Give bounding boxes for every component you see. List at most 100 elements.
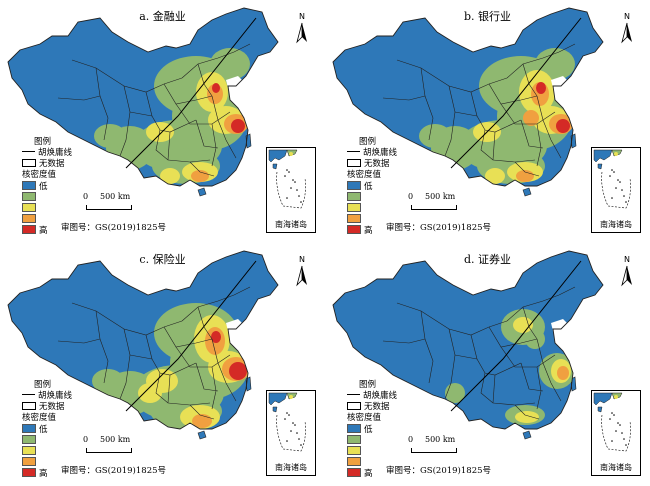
hu-line-symbol <box>347 151 360 152</box>
province-border <box>382 95 426 101</box>
hu-line <box>450 17 582 169</box>
class-swatch-5 <box>347 468 361 477</box>
hu-line <box>125 17 257 169</box>
china-map <box>332 250 604 440</box>
province-border <box>536 95 562 159</box>
scale-zero: 0 <box>408 192 414 201</box>
density-green <box>525 329 545 349</box>
scale-zero: 0 <box>408 435 414 444</box>
south-china-sea-inset: 南海诸岛 <box>266 390 316 476</box>
north-arrow-icon: N <box>617 12 637 46</box>
density-green <box>92 369 124 393</box>
province-border <box>71 59 183 93</box>
province-border <box>189 404 215 420</box>
province-border <box>167 374 171 404</box>
south-china-sea-inset: 南海诸岛 <box>591 390 641 476</box>
density-green <box>535 48 575 80</box>
province-border <box>189 161 215 177</box>
north-label: N <box>299 12 305 21</box>
class-swatch-3 <box>347 203 361 212</box>
legend-no-data: 无数据 <box>39 402 65 412</box>
province-border <box>420 310 434 384</box>
province-border <box>382 338 426 344</box>
south-china-sea-inset: 南海诸岛 <box>591 147 641 233</box>
density-yellow <box>485 168 505 184</box>
density-yellow <box>160 168 180 184</box>
density-red <box>231 119 245 133</box>
north-label: N <box>299 255 305 264</box>
hu-line-symbol <box>347 394 360 395</box>
map-panel-b: b. 银行业 N 图例 胡焕庸线 无数据 核密度值 低 高 0 500 km 审… <box>325 0 650 243</box>
scale-distance: 500 km <box>425 192 456 201</box>
china-map <box>332 7 604 197</box>
map-panel-d: d. 证券业 N 图例 胡焕庸线 无数据 核密度值 低 高 0 500 km 审… <box>325 243 650 486</box>
province-border <box>520 119 544 149</box>
approval-number: 审图号：GS(2019)1825号 <box>61 466 167 476</box>
density-green <box>419 124 451 148</box>
province-border <box>181 286 251 322</box>
province-border <box>163 83 213 105</box>
panel-title: a. 金融业 <box>139 10 186 23</box>
province-border <box>211 95 237 159</box>
legend-density-title: 核密度值 <box>347 413 382 423</box>
class-swatch-2 <box>22 192 36 201</box>
province-border <box>95 67 109 141</box>
province-border <box>57 338 101 344</box>
class-swatch-3 <box>22 446 36 455</box>
north-label: N <box>624 12 630 21</box>
inset-caption: 南海诸岛 <box>275 463 307 472</box>
class-swatch-2 <box>22 435 36 444</box>
hu-line <box>450 260 582 412</box>
scale-zero: 0 <box>83 192 89 201</box>
class-swatch-3 <box>22 203 36 212</box>
density-red <box>229 362 247 380</box>
panel-title: c. 保险业 <box>139 253 186 266</box>
class-swatch-1 <box>347 181 361 190</box>
island <box>522 187 532 197</box>
scale-distance: 500 km <box>100 192 131 201</box>
south-china-sea-inset: 南海诸岛 <box>266 147 316 233</box>
density-green <box>210 48 250 80</box>
province-border <box>129 354 153 360</box>
province-border <box>500 346 556 368</box>
density-green <box>445 383 465 403</box>
legend-no-data: 无数据 <box>364 159 390 169</box>
north-arrow-icon: N <box>292 12 312 46</box>
approval-number: 审图号：GS(2019)1825号 <box>386 466 492 476</box>
province-border <box>129 111 153 117</box>
china-outline <box>333 251 603 429</box>
inset-caption: 南海诸岛 <box>275 220 307 229</box>
hu-line-symbol <box>22 151 35 152</box>
province-border <box>175 346 231 368</box>
class-swatch-4 <box>347 457 361 466</box>
legend-high: 高 <box>39 226 48 236</box>
class-swatch-5 <box>22 468 36 477</box>
density-red <box>536 82 546 94</box>
province-border <box>175 103 231 125</box>
class-swatch-5 <box>347 225 361 234</box>
legend: 图例 胡焕庸线 无数据 核密度值 低 高 <box>347 137 397 236</box>
province-border <box>119 85 131 157</box>
density-red <box>556 119 570 133</box>
province-border <box>506 286 576 322</box>
province-border <box>195 362 219 392</box>
class-swatch-5 <box>22 225 36 234</box>
legend: 图例 胡焕庸线 无数据 核密度值 低 高 <box>22 380 72 479</box>
scale-bar: 0 500 km <box>82 435 142 457</box>
island <box>197 187 207 197</box>
legend-hu-line: 胡焕庸线 <box>363 391 398 401</box>
class-swatch-4 <box>347 214 361 223</box>
legend-high: 高 <box>39 469 48 479</box>
density-green <box>94 124 126 148</box>
province-border <box>211 123 217 167</box>
province-border <box>488 83 538 105</box>
legend-density-title: 核密度值 <box>347 170 382 180</box>
province-border <box>520 362 544 392</box>
legend-title: 图例 <box>34 380 52 390</box>
province-border <box>396 302 508 336</box>
province-border <box>195 119 219 149</box>
class-swatch-4 <box>22 214 36 223</box>
province-border <box>57 95 101 101</box>
legend-low: 低 <box>364 182 373 192</box>
density-orange <box>192 414 212 428</box>
